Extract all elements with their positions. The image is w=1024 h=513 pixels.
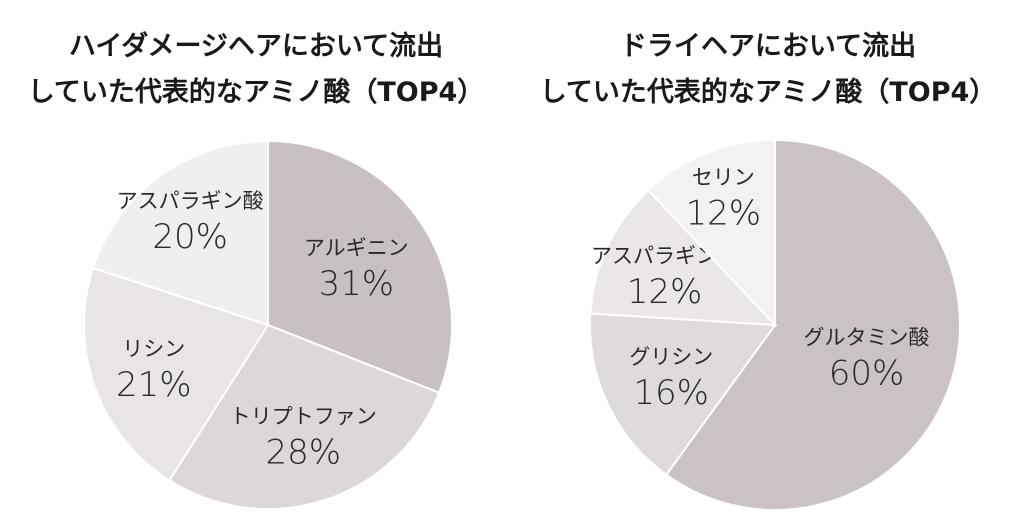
slice-label: セリン [692, 165, 755, 189]
chart-title-left: ハイダメージヘアにおいて流出 していた代表的なアミノ酸（TOP4） [0, 24, 512, 116]
chart-title-line2: していた代表的なアミノ酸（TOP4） [27, 77, 485, 108]
slice-label: グリシン [629, 345, 713, 369]
slice-value-label: 12% [627, 272, 703, 312]
slice-value-label: 12% [685, 193, 761, 233]
pie-slice [589, 188, 778, 327]
slice-label: リシン [122, 337, 185, 361]
chart-panel-left: ハイダメージヘアにおいて流出 していた代表的なアミノ酸（TOP4） アルギニン 3… [0, 24, 512, 510]
chart-panel-right: ドライヘアにおいて流出 していた代表的なアミノ酸（TOP4） グルタミン酸 60%… [512, 0, 1024, 513]
pie-slice [83, 266, 270, 482]
slice-label: トリプトファン [230, 404, 377, 428]
slice-value-label: 21% [116, 365, 192, 405]
pie-slice [91, 139, 269, 327]
chart-title-right: ドライヘアにおいて流出 していた代表的なアミノ酸（TOP4） [512, 24, 1024, 116]
pie-slice [267, 139, 453, 395]
pie-slice [646, 138, 776, 328]
pie-slice [168, 323, 441, 510]
pie-slice [589, 312, 777, 477]
chart-title-line1: ハイダメージヘアにおいて流出 [68, 31, 444, 62]
slice-value-label: 16% [633, 373, 709, 413]
slice-label: アルギニン [304, 236, 409, 260]
chart-title-line1: ドライヘアにおいて流出 [619, 31, 917, 62]
slice-label: アスパラギン酸 [117, 189, 264, 213]
slice-value-label: 60% [829, 354, 905, 394]
pie-chart-left: アルギニン 31% トリプトファン 28% リシン 21% アスパラギン酸 20% [83, 139, 453, 510]
chart-title-line2: していた代表的なアミノ酸（TOP4） [539, 77, 997, 108]
slice-label: グルタミン酸 [803, 326, 929, 350]
slice-value-label: 28% [265, 432, 341, 472]
slice-value-label: 31% [318, 264, 394, 304]
pie-slice [664, 138, 961, 511]
slice-value-label: 20% [152, 217, 228, 257]
